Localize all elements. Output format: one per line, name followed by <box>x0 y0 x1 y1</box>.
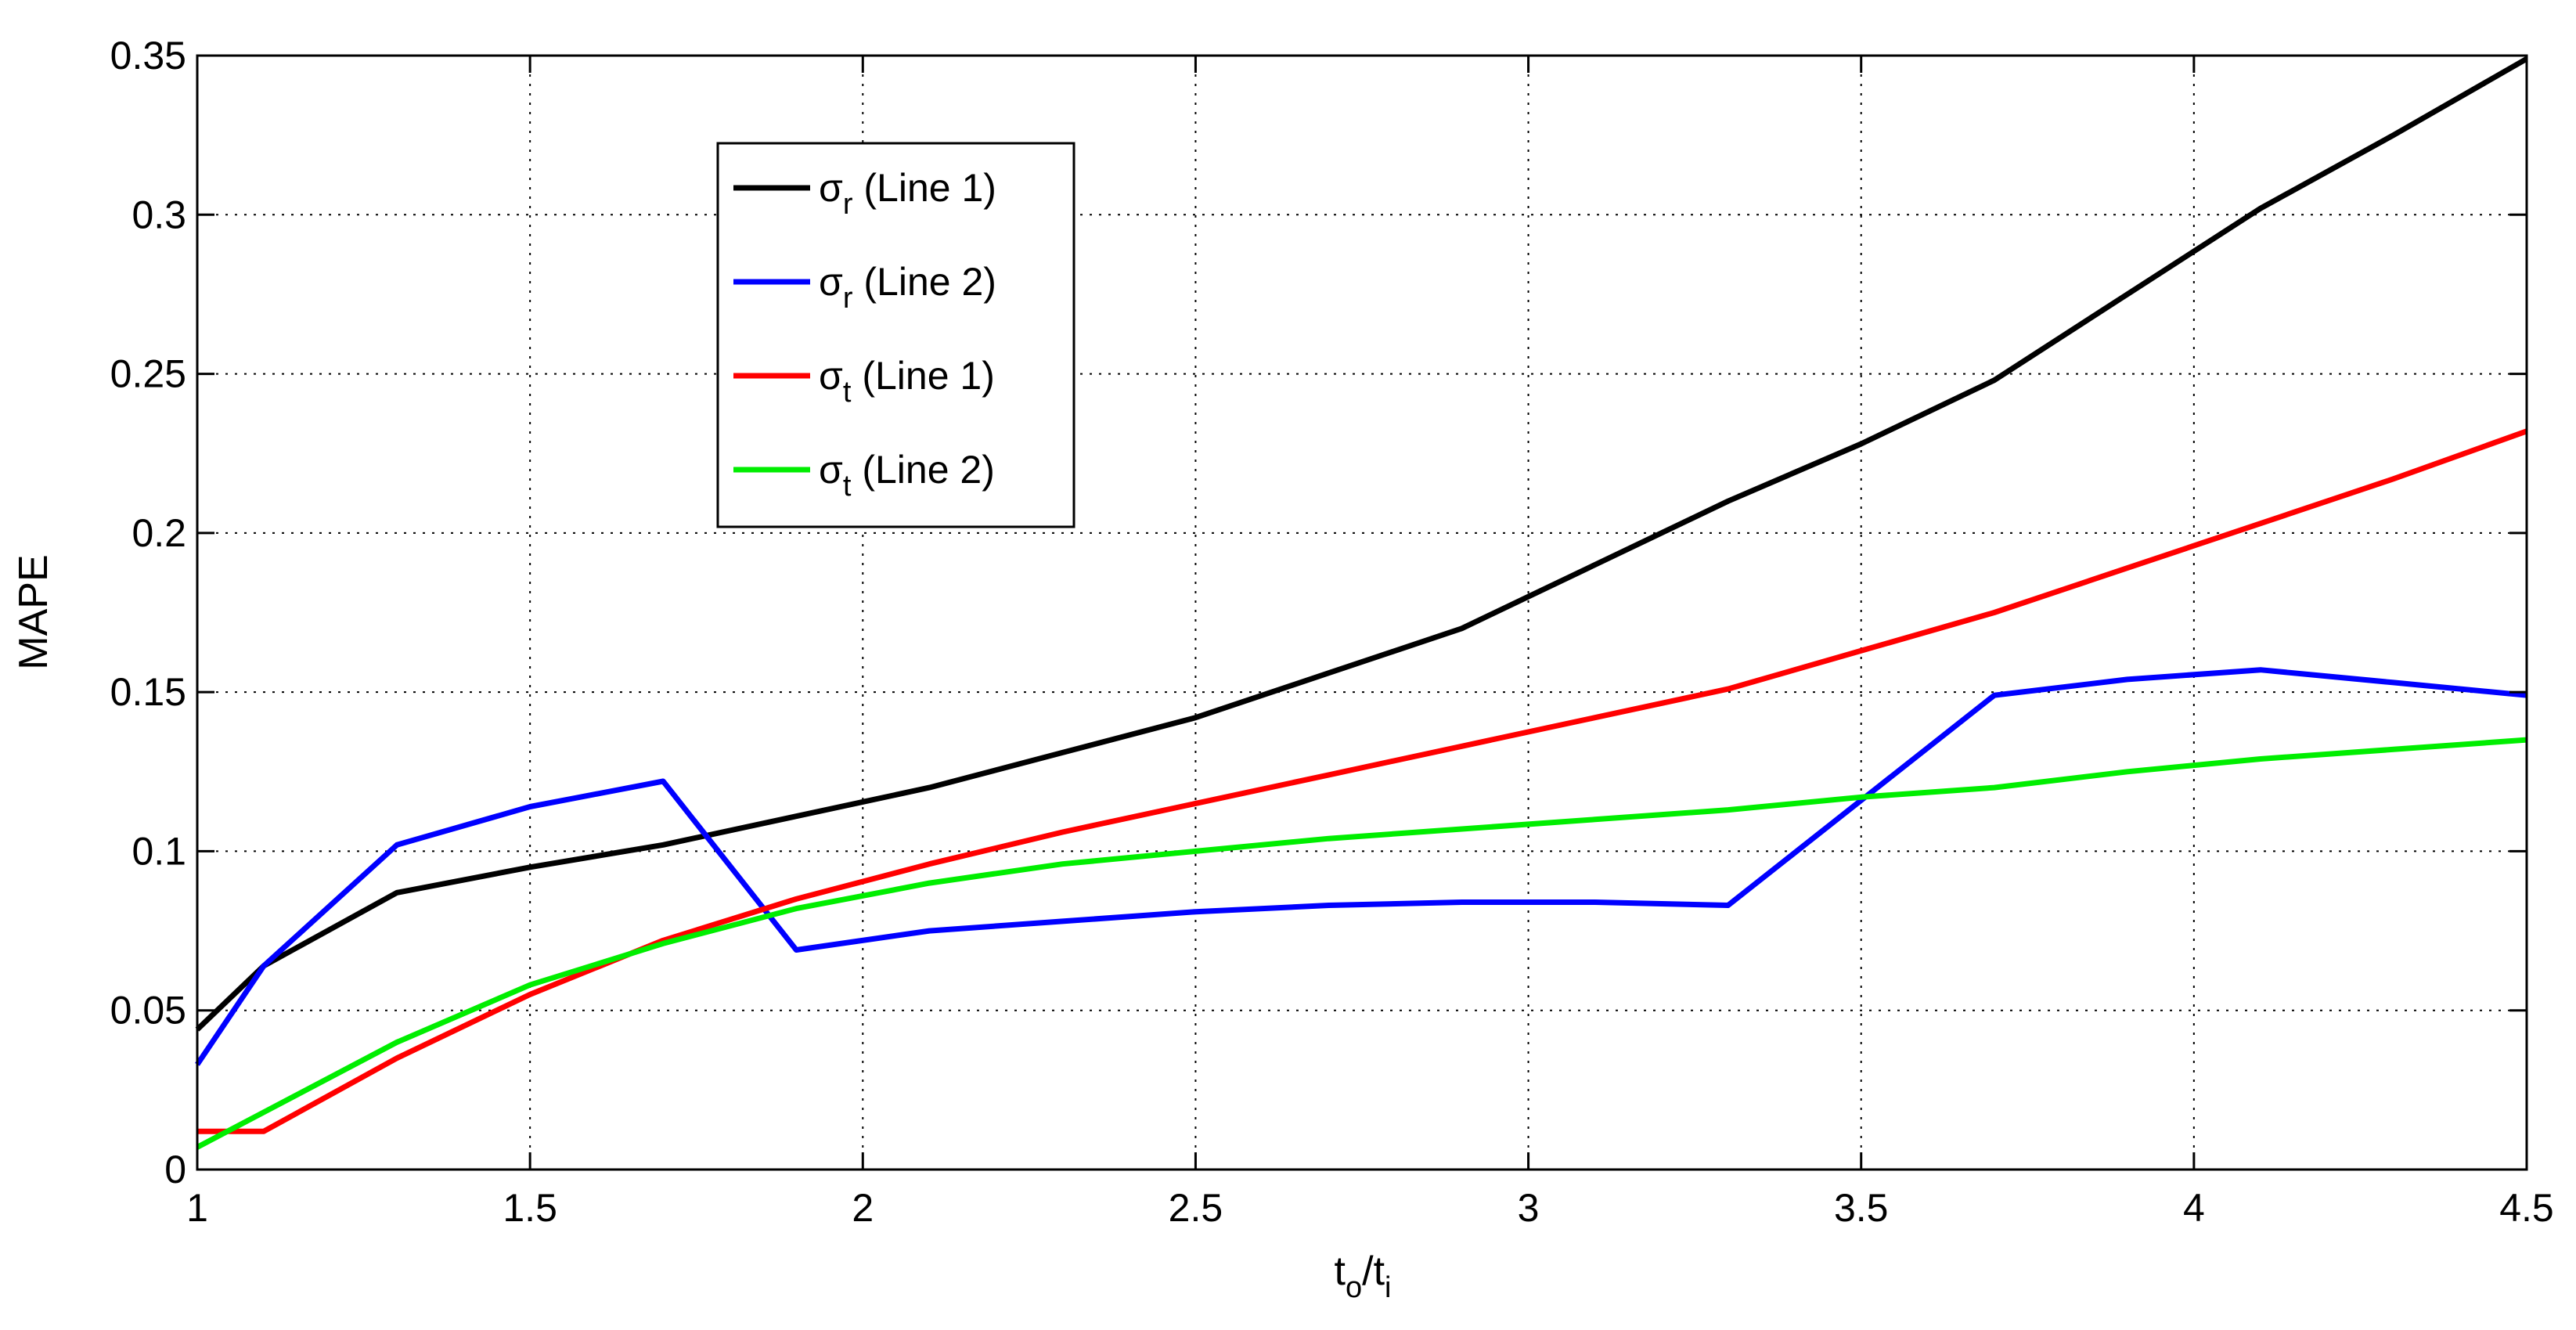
x-tick-label: 4 <box>2183 1186 2205 1230</box>
x-axis-title-t: t <box>1335 1249 1346 1294</box>
series-line <box>195 667 2527 1066</box>
legend: σr (Line 1) σr (Line 2) σt (Line 1) σt (Lin… <box>716 142 1075 528</box>
series-line <box>195 56 2528 1032</box>
y-tick-label: 0.1 <box>132 829 186 873</box>
x-tick-label: 2.5 <box>1169 1186 1223 1230</box>
y-tick-label: 0.15 <box>110 670 186 714</box>
series-line <box>196 737 2527 1150</box>
y-axis-title: MAPE <box>11 554 56 669</box>
x-axis-title: to/ti <box>1335 1249 1392 1304</box>
y-tick-label: 0.3 <box>132 193 186 236</box>
series-line <box>197 428 2528 1134</box>
plot-frame <box>196 54 2528 1171</box>
x-tick-label: 3.5 <box>1834 1186 1889 1230</box>
y-tick-label: 0 <box>164 1148 186 1191</box>
y-tick-label: 0.35 <box>110 34 186 77</box>
y-tick-label: 0.2 <box>132 511 186 555</box>
x-tick-label: 4.5 <box>2499 1186 2554 1230</box>
legend-label: σt (Line 2) <box>819 448 995 503</box>
grid-lines <box>197 56 2527 1170</box>
x-tick-label: 2 <box>852 1186 874 1230</box>
x-tick-label: 1 <box>186 1186 208 1230</box>
x-axis-title-sub-o: o <box>1346 1271 1362 1304</box>
x-tick-label: 1.5 <box>503 1186 557 1230</box>
legend-box <box>716 142 1075 528</box>
x-tick-label: 3 <box>1518 1186 1540 1230</box>
y-tick-label: 0.05 <box>110 989 186 1033</box>
legend-label: σr (Line 2) <box>819 260 996 315</box>
axis-ticks <box>196 54 2528 1171</box>
y-tick-label: 0.25 <box>110 352 186 396</box>
x-axis-title-sub-i: i <box>1385 1271 1391 1304</box>
legend-label: σr (Line 1) <box>819 166 996 221</box>
legend-label: σt (Line 1) <box>819 354 995 409</box>
x-axis-title-slash: / <box>1362 1249 1374 1294</box>
series-lines <box>195 56 2528 1150</box>
x-axis-title-t2: t <box>1374 1249 1385 1294</box>
tick-labels: 1 1.5 2 2.5 3 3.5 4 4.5 0 0.05 0.1 0.15 0.2 0.25 0.3 0.… <box>110 34 2554 1230</box>
